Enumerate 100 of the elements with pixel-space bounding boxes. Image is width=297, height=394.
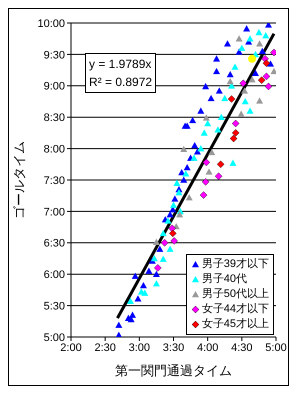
point <box>160 239 168 246</box>
point <box>189 116 196 124</box>
point <box>169 230 177 238</box>
point <box>150 255 158 262</box>
point <box>206 168 213 175</box>
point <box>256 97 264 104</box>
y-tick-label: 7:30 <box>44 174 65 187</box>
y-tick-label: 6:30 <box>44 238 65 250</box>
point <box>218 114 225 120</box>
point <box>178 168 186 176</box>
legend-label: 女子45才以上 <box>202 317 269 332</box>
y-tick-label: 9:30 <box>44 49 65 62</box>
point <box>262 72 270 80</box>
point <box>216 87 223 94</box>
point <box>126 298 134 304</box>
x-axis-title: 第一関門通過タイム <box>115 363 232 378</box>
point <box>246 35 254 42</box>
point <box>141 290 148 296</box>
y-tick-label: 7:00 <box>44 206 65 218</box>
point <box>213 68 220 74</box>
point <box>176 211 184 218</box>
y-tick-label: 8:30 <box>44 112 65 124</box>
point <box>264 82 272 90</box>
point <box>232 129 240 137</box>
point <box>226 78 234 84</box>
point <box>213 55 220 62</box>
y-tick-label: 6:00 <box>44 269 65 282</box>
point <box>270 68 276 74</box>
point <box>164 217 172 224</box>
y-tick-label: 10:00 <box>37 18 65 30</box>
annotation: R² = 0.8972 <box>89 75 152 89</box>
point <box>208 94 215 102</box>
point <box>216 160 224 168</box>
y-tick-label: 8:00 <box>44 144 65 156</box>
point <box>200 191 208 199</box>
point <box>200 129 208 136</box>
point <box>221 94 228 102</box>
point <box>182 170 190 177</box>
point <box>240 80 247 87</box>
point <box>160 230 167 236</box>
y-tick-label: 5:30 <box>44 300 65 313</box>
x-tick-label: 3:30 <box>162 342 184 354</box>
point <box>115 322 122 328</box>
point <box>226 70 234 78</box>
point <box>229 160 236 166</box>
x-tick-label: 2:30 <box>94 342 116 354</box>
x-tick-label: 5:00 <box>265 342 287 354</box>
point <box>246 107 254 114</box>
point <box>224 40 231 47</box>
point <box>262 32 270 38</box>
point <box>173 180 180 186</box>
point <box>256 40 264 47</box>
x-tick-label: 4:00 <box>196 342 218 354</box>
equation-box: y = 1.9789x R² = 0.8972 <box>85 53 156 93</box>
point <box>243 25 250 32</box>
point <box>232 120 240 128</box>
point <box>184 164 191 170</box>
point <box>170 237 178 245</box>
y-axis-title: ゴールタイム <box>12 141 27 219</box>
point <box>160 256 167 262</box>
point <box>194 148 201 155</box>
point <box>255 28 262 36</box>
point <box>180 176 188 183</box>
point <box>134 295 142 302</box>
point <box>175 189 182 196</box>
point <box>238 110 245 117</box>
point <box>202 178 210 186</box>
point <box>258 48 266 54</box>
y-tick-label: 9:00 <box>44 80 65 93</box>
point <box>180 146 188 152</box>
point <box>154 264 162 272</box>
point <box>230 134 238 142</box>
point <box>132 272 139 279</box>
legend-label: 男子39才以下 <box>202 257 269 272</box>
legend-label: 男子40代 <box>202 272 247 287</box>
x-tick-label: 2:00 <box>60 342 82 354</box>
point <box>248 76 256 82</box>
point <box>248 54 256 63</box>
point <box>190 154 198 161</box>
point <box>197 107 204 114</box>
point <box>238 44 246 51</box>
point <box>242 98 249 104</box>
x-tick-label: 3:00 <box>128 342 150 354</box>
point <box>214 126 222 133</box>
point <box>202 82 210 90</box>
legend-label: 女子44才以下 <box>202 302 269 317</box>
point <box>202 114 210 121</box>
point <box>228 95 236 103</box>
point <box>145 268 152 274</box>
point <box>232 63 238 70</box>
point <box>170 202 177 208</box>
point <box>152 238 160 245</box>
point <box>166 246 174 252</box>
point <box>262 59 270 67</box>
x-tick-label: 4:30 <box>231 342 253 354</box>
point <box>258 76 266 84</box>
point <box>252 70 259 76</box>
point <box>202 158 210 166</box>
point <box>171 195 178 202</box>
point <box>191 142 198 148</box>
